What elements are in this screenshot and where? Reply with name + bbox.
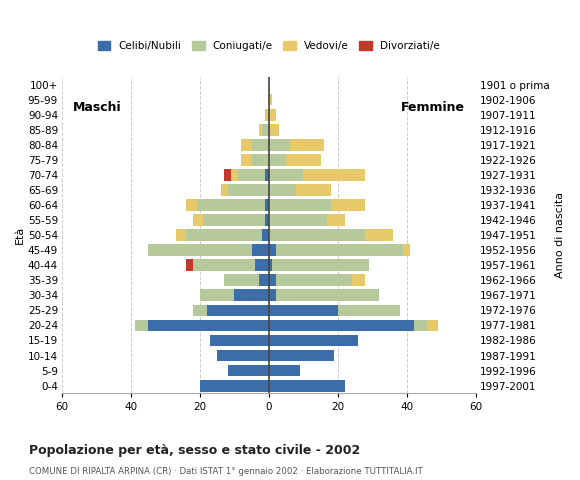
Bar <box>403 244 410 256</box>
Bar <box>227 365 269 376</box>
Bar <box>269 259 272 271</box>
Bar <box>276 275 351 286</box>
Bar <box>238 169 266 181</box>
Bar <box>269 244 276 256</box>
Bar <box>224 169 231 181</box>
Bar <box>148 320 269 331</box>
Bar <box>269 349 334 361</box>
Bar <box>241 139 252 151</box>
Bar <box>414 320 427 331</box>
Text: COMUNE DI RIPALTA ARPINA (CR) · Dati ISTAT 1° gennaio 2002 · Elaborazione TUTTIT: COMUNE DI RIPALTA ARPINA (CR) · Dati IST… <box>29 467 423 476</box>
Legend: Celibi/Nubili, Coniugati/e, Vedovi/e, Divorziati/e: Celibi/Nubili, Coniugati/e, Vedovi/e, Di… <box>98 41 440 51</box>
Bar <box>276 289 379 301</box>
Bar <box>269 380 345 392</box>
Bar <box>289 139 324 151</box>
Bar <box>269 320 414 331</box>
Bar <box>217 349 269 361</box>
Bar <box>193 214 204 226</box>
Bar <box>211 335 269 347</box>
Bar <box>266 109 269 120</box>
Bar <box>266 169 269 181</box>
Bar <box>259 275 269 286</box>
Bar <box>220 184 227 196</box>
Bar <box>269 124 279 135</box>
Bar <box>241 154 252 166</box>
Bar <box>303 169 365 181</box>
Bar <box>269 109 276 120</box>
Bar <box>204 214 266 226</box>
Bar <box>269 199 331 211</box>
Bar <box>269 94 272 106</box>
Bar <box>200 380 269 392</box>
Bar <box>148 244 252 256</box>
Text: Popolazione per età, sesso e stato civile - 2002: Popolazione per età, sesso e stato civil… <box>29 444 360 457</box>
Bar <box>200 289 234 301</box>
Bar <box>269 304 338 316</box>
Bar <box>286 154 321 166</box>
Bar <box>252 139 269 151</box>
Bar <box>269 229 365 241</box>
Bar <box>193 259 255 271</box>
Bar <box>331 199 365 211</box>
Bar <box>234 289 269 301</box>
Bar <box>427 320 438 331</box>
Bar <box>296 184 331 196</box>
Bar <box>262 229 269 241</box>
Bar <box>351 275 365 286</box>
Text: Femmine: Femmine <box>401 101 465 114</box>
Bar <box>272 259 369 271</box>
Bar <box>186 259 193 271</box>
Y-axis label: Età: Età <box>15 226 25 244</box>
Bar <box>269 335 358 347</box>
Bar <box>365 229 393 241</box>
Bar <box>224 275 259 286</box>
Bar <box>186 229 262 241</box>
Bar <box>269 365 300 376</box>
Bar <box>262 124 269 135</box>
Bar <box>269 289 276 301</box>
Bar <box>269 169 303 181</box>
Bar <box>269 154 286 166</box>
Bar <box>231 169 238 181</box>
Bar <box>269 275 276 286</box>
Bar <box>266 214 269 226</box>
Bar <box>135 320 148 331</box>
Bar <box>176 229 186 241</box>
Text: Maschi: Maschi <box>72 101 121 114</box>
Bar <box>328 214 345 226</box>
Bar <box>269 214 328 226</box>
Bar <box>266 199 269 211</box>
Bar <box>186 199 197 211</box>
Bar <box>269 139 289 151</box>
Bar <box>252 244 269 256</box>
Y-axis label: Anno di nascita: Anno di nascita <box>555 192 565 278</box>
Bar <box>338 304 400 316</box>
Bar <box>207 304 269 316</box>
Bar <box>252 154 269 166</box>
Bar <box>276 244 403 256</box>
Bar <box>255 259 269 271</box>
Bar <box>193 304 207 316</box>
Bar <box>269 184 296 196</box>
Bar <box>227 184 269 196</box>
Bar <box>259 124 262 135</box>
Bar <box>197 199 266 211</box>
